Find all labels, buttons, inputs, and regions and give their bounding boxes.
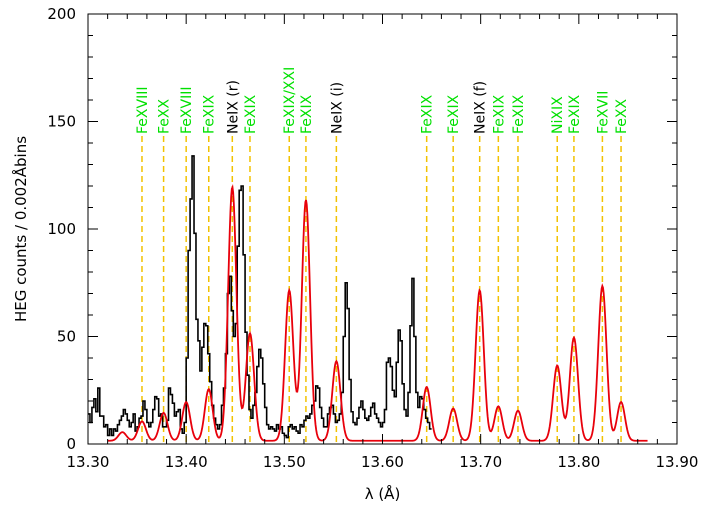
plot-frame	[87, 13, 678, 445]
y-tick-label: 0	[66, 435, 76, 453]
x-tick-label: 13.70	[459, 453, 502, 471]
y-axis-ticks: 0 50 100 150 200	[47, 5, 677, 453]
x-axis-label: λ (Å)	[365, 484, 401, 503]
line-label: FeXIX/XXI	[282, 67, 298, 134]
line-labels: FeXVIII FeXX FeXVIII FeXIX NeIX (r) FeXIX FeXI…	[135, 67, 630, 134]
line-label: FeXIX	[511, 94, 527, 134]
x-tick-label: 13.30	[67, 453, 110, 471]
x-tick-label: 13.60	[361, 453, 404, 471]
y-tick-label: 50	[57, 328, 76, 346]
line-label: FeXVIII	[179, 87, 195, 134]
x-tick-label: 13.50	[263, 453, 306, 471]
line-label: FeXX	[614, 99, 630, 134]
line-label: FeXIX	[202, 94, 218, 134]
line-markers	[141, 136, 622, 444]
data-layer	[88, 155, 432, 439]
x-tick-label: 13.90	[656, 453, 699, 471]
y-tick-label: 100	[47, 220, 76, 238]
line-label: FeXIX	[420, 94, 436, 134]
model-curve	[107, 183, 648, 442]
line-label: FeXVIII	[135, 87, 151, 134]
data-histogram	[88, 155, 432, 439]
line-label: FeXIX	[491, 94, 507, 134]
x-tick-label: 13.80	[557, 453, 600, 471]
line-label: FeXIX	[243, 94, 259, 134]
x-tick-label: 13.40	[165, 453, 208, 471]
line-label: FeXIX	[299, 94, 315, 134]
line-label: NeIX (r)	[225, 80, 241, 134]
y-axis-label: HEG counts / 0.002Åbins	[11, 136, 30, 322]
y-tick-label: 150	[47, 113, 76, 131]
line-label: FeXX	[157, 99, 173, 134]
line-label: FeXIX	[567, 94, 583, 134]
model-layer	[107, 183, 648, 442]
line-label: NeIX (f)	[473, 81, 489, 134]
line-label: NiXIX	[550, 96, 566, 134]
line-label: FeXVII	[595, 91, 611, 134]
line-label: NeIX (i)	[329, 82, 345, 134]
line-label: FeXIX	[446, 94, 462, 134]
x-axis-ticks: 13.30 13.40 13.50 13.60 13.70 13.80 13.90	[67, 14, 699, 471]
y-tick-label: 200	[47, 5, 76, 23]
